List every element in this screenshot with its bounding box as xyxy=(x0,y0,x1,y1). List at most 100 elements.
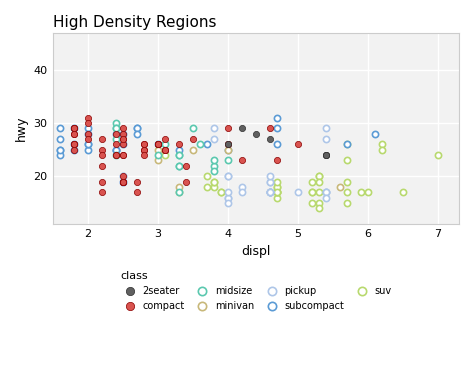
Point xyxy=(112,125,119,131)
Point xyxy=(56,152,64,158)
Point xyxy=(273,195,281,201)
Point xyxy=(322,189,329,196)
Point xyxy=(224,141,231,147)
Point xyxy=(119,141,127,147)
Point xyxy=(315,173,323,179)
Point xyxy=(70,141,77,147)
Point xyxy=(70,141,77,147)
Point xyxy=(98,152,105,158)
Point xyxy=(322,136,329,142)
Point xyxy=(112,147,119,153)
Point xyxy=(217,189,225,196)
Point xyxy=(161,147,168,153)
Point xyxy=(273,184,281,190)
Point xyxy=(119,152,127,158)
Point xyxy=(238,184,246,190)
Point xyxy=(315,173,323,179)
Point xyxy=(266,179,273,185)
Point xyxy=(98,136,105,142)
Point xyxy=(322,189,329,196)
Point xyxy=(112,152,119,158)
Point xyxy=(119,141,127,147)
Point xyxy=(112,136,119,142)
Point xyxy=(189,125,197,131)
Point xyxy=(56,147,64,153)
Point xyxy=(224,141,231,147)
Point xyxy=(273,115,281,121)
Point xyxy=(112,147,119,153)
Point xyxy=(224,173,231,179)
Point xyxy=(119,179,127,185)
Point xyxy=(70,131,77,137)
Point xyxy=(224,189,231,196)
Point xyxy=(322,189,329,196)
Point xyxy=(112,141,119,147)
Point xyxy=(266,189,273,196)
Point xyxy=(322,152,329,158)
Point xyxy=(119,136,127,142)
Point xyxy=(336,184,344,190)
Point xyxy=(273,189,281,196)
Point xyxy=(84,131,91,137)
Point xyxy=(315,189,323,196)
Point xyxy=(70,141,77,147)
Point xyxy=(175,189,182,196)
Point xyxy=(343,157,351,163)
Point xyxy=(266,189,273,196)
Point xyxy=(343,141,351,147)
Point xyxy=(70,131,77,137)
Point xyxy=(308,179,316,185)
Point xyxy=(203,141,210,147)
Point xyxy=(112,152,119,158)
Point xyxy=(217,189,225,196)
Point xyxy=(112,152,119,158)
Point xyxy=(140,152,147,158)
Point xyxy=(154,141,162,147)
Point xyxy=(273,189,281,196)
Point xyxy=(84,147,91,153)
Point xyxy=(378,141,386,147)
Y-axis label: hwy: hwy xyxy=(15,116,28,141)
Point xyxy=(308,200,316,206)
Point xyxy=(70,147,77,153)
Point xyxy=(119,173,127,179)
Point xyxy=(119,152,127,158)
Point xyxy=(133,131,140,137)
Point xyxy=(210,179,218,185)
Point xyxy=(140,141,147,147)
Point xyxy=(119,173,127,179)
Point xyxy=(175,189,182,196)
Point xyxy=(84,131,91,137)
Point xyxy=(112,131,119,137)
Point xyxy=(154,141,162,147)
Point xyxy=(98,163,105,169)
Point xyxy=(140,147,147,153)
Point xyxy=(112,120,119,126)
Point xyxy=(98,189,105,196)
Point xyxy=(161,147,168,153)
Point xyxy=(434,152,442,158)
Point xyxy=(364,189,372,196)
Point xyxy=(140,147,147,153)
Point xyxy=(154,141,162,147)
Point xyxy=(224,195,231,201)
Point xyxy=(210,157,218,163)
Point xyxy=(182,163,190,169)
Point xyxy=(238,125,246,131)
Point xyxy=(343,189,351,196)
Point xyxy=(84,141,91,147)
Point xyxy=(210,184,218,190)
Point xyxy=(112,131,119,137)
Point xyxy=(357,189,365,196)
Point xyxy=(133,125,140,131)
Point xyxy=(119,179,127,185)
Point xyxy=(119,179,127,185)
Point xyxy=(315,200,323,206)
Point xyxy=(70,141,77,147)
Point xyxy=(224,200,231,206)
Point xyxy=(84,120,91,126)
Point xyxy=(322,125,329,131)
Point xyxy=(175,141,182,147)
Point xyxy=(266,173,273,179)
Point xyxy=(98,147,105,153)
